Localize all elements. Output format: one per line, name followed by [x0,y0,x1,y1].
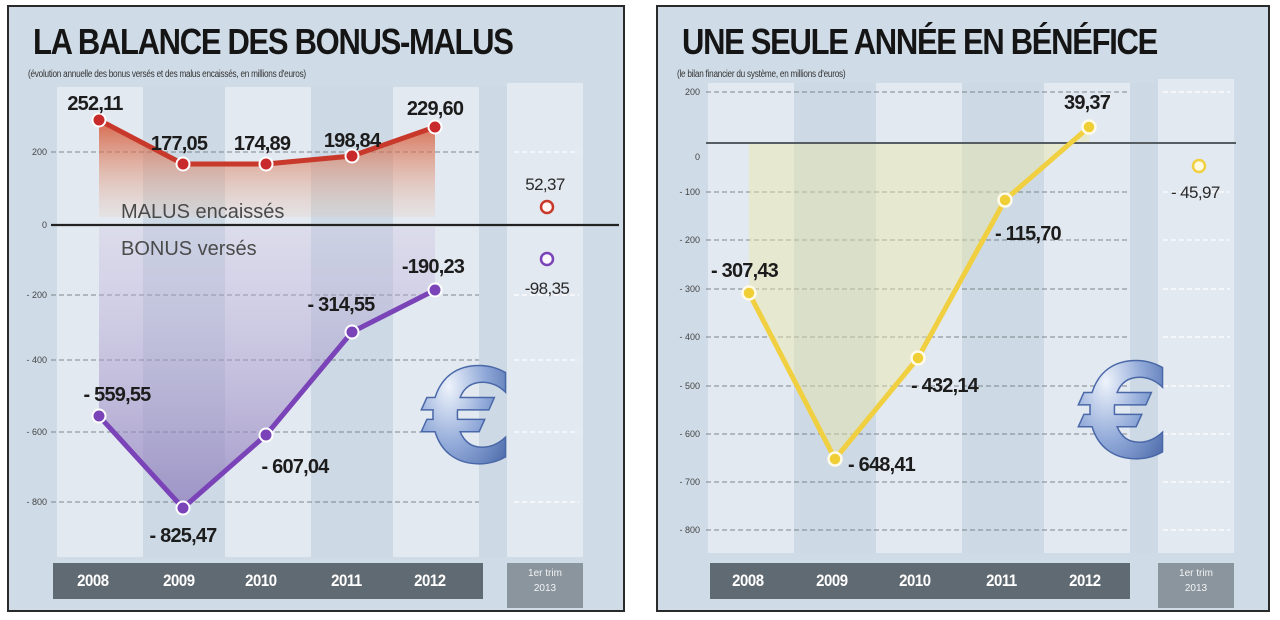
svg-text:198,84: 198,84 [324,130,382,152]
malus-value-labels: 252,11 177,05 174,89 198,84 229,60 [67,93,464,155]
bilan-value-labels: - 307,43 - 648,41 - 432,14 - 115,70 39,3… [711,92,1112,476]
svg-text:- 500: - 500 [679,381,700,391]
trim-label: - 45,97 [1171,183,1220,202]
svg-text:174,89: 174,89 [234,133,291,155]
bonus-malus-chart-panel: 200 0 - 200 - 400 - 600 - 800 MALUS enca… [7,5,625,612]
y-axis-labels: 200 0 - 200 - 400 - 600 - 800 [26,147,47,507]
trim-bonus-label: -98,35 [525,279,570,298]
svg-text:- 600: - 600 [26,427,47,437]
svg-text:177,05: 177,05 [151,133,208,155]
bilan-area [749,127,1089,459]
svg-text:- 825,47: - 825,47 [150,525,218,547]
x-label-2009: 2009 [816,571,848,590]
svg-text:- 300: - 300 [679,284,700,294]
x-label-2012: 2012 [414,571,446,590]
euro-icon: € [1077,335,1172,489]
svg-text:- 648,41: - 648,41 [848,454,916,476]
bonus-value-labels: - 559,55 - 825,47 - 607,04 - 314,55 -190… [84,256,466,547]
svg-text:- 600: - 600 [679,429,700,439]
bilan-chart-panel: 200 0 - 100 - 200 - 300 - 400 - 500 - 60… [656,5,1270,612]
svg-text:- 400: - 400 [679,332,700,342]
svg-text:229,60: 229,60 [407,98,464,120]
svg-text:0: 0 [42,220,47,230]
bilan-points [741,119,1097,467]
svg-text:- 115,70: - 115,70 [995,223,1062,245]
trim-malus-point [539,199,555,215]
svg-text:200: 200 [32,147,47,157]
x-axis-bar: 2008 2009 2010 2011 2012 [53,563,483,599]
trim-bonus-point [539,251,555,267]
malus-points [91,112,443,172]
x-label-2010: 2010 [245,571,277,590]
svg-text:- 307,43: - 307,43 [711,260,779,282]
legend-malus: MALUS encaissés [121,201,284,223]
x-label-2008: 2008 [732,571,764,590]
bonus-points [91,282,443,516]
trim-malus-label: 52,37 [525,175,565,194]
y-axis-labels: 200 0 - 100 - 200 - 300 - 400 - 500 - 60… [679,87,700,535]
svg-text:- 100: - 100 [679,187,700,197]
column-trim-2013 [507,83,583,557]
x-label-trim-2013: 1er trim 2013 [1158,563,1234,608]
svg-text:252,11: 252,11 [67,93,123,115]
x-label-2011: 2011 [331,571,362,590]
svg-text:- 700: - 700 [679,477,700,487]
svg-text:- 400: - 400 [26,355,47,365]
chart-subtitle: (évolution annuelle des bonus versés et … [28,69,306,80]
svg-text:- 559,55: - 559,55 [84,384,152,406]
x-label-2012: 2012 [1069,571,1101,590]
svg-text:- 800: - 800 [26,497,47,507]
svg-text:- 607,04: - 607,04 [262,456,331,478]
svg-text:- 314,55: - 314,55 [308,294,376,316]
svg-text:€: € [421,341,514,493]
svg-text:200: 200 [685,87,700,97]
x-label-2009: 2009 [163,571,195,590]
chart-subtitle: (le bilan financier du système, en milli… [677,69,846,80]
x-axis-bar: 2008 2009 2010 2011 2012 [710,563,1130,599]
svg-text:- 800: - 800 [679,525,700,535]
chart-title: UNE SEULE ANNÉE EN BÉNÉFICE [682,21,1158,62]
svg-text:- 200: - 200 [26,290,47,300]
svg-text:€: € [1078,336,1171,488]
euro-icon: € [420,340,515,494]
x-label-2008: 2008 [77,571,109,590]
x-label-2010: 2010 [899,571,931,590]
bonus-malus-plot: 200 0 - 200 - 400 - 600 - 800 MALUS enca… [26,83,619,557]
bilan-plot: 200 0 - 100 - 200 - 300 - 400 - 500 - 60… [658,7,1268,610]
bonus-area [99,227,435,508]
svg-text:39,37: 39,37 [1064,92,1111,114]
trim-point [1191,158,1207,174]
gridlines [706,91,1130,531]
svg-text:- 432,14: - 432,14 [911,375,980,397]
svg-text:-190,23: -190,23 [402,256,465,278]
chart-title: LA BALANCE DES BONUS-MALUS [33,21,514,62]
svg-text:0: 0 [695,152,700,162]
svg-text:- 200: - 200 [679,235,700,245]
legend-bonus: BONUS versés [121,238,257,260]
x-label-trim-2013: 1er trim 2013 [507,563,583,608]
x-label-2011: 2011 [986,571,1017,590]
